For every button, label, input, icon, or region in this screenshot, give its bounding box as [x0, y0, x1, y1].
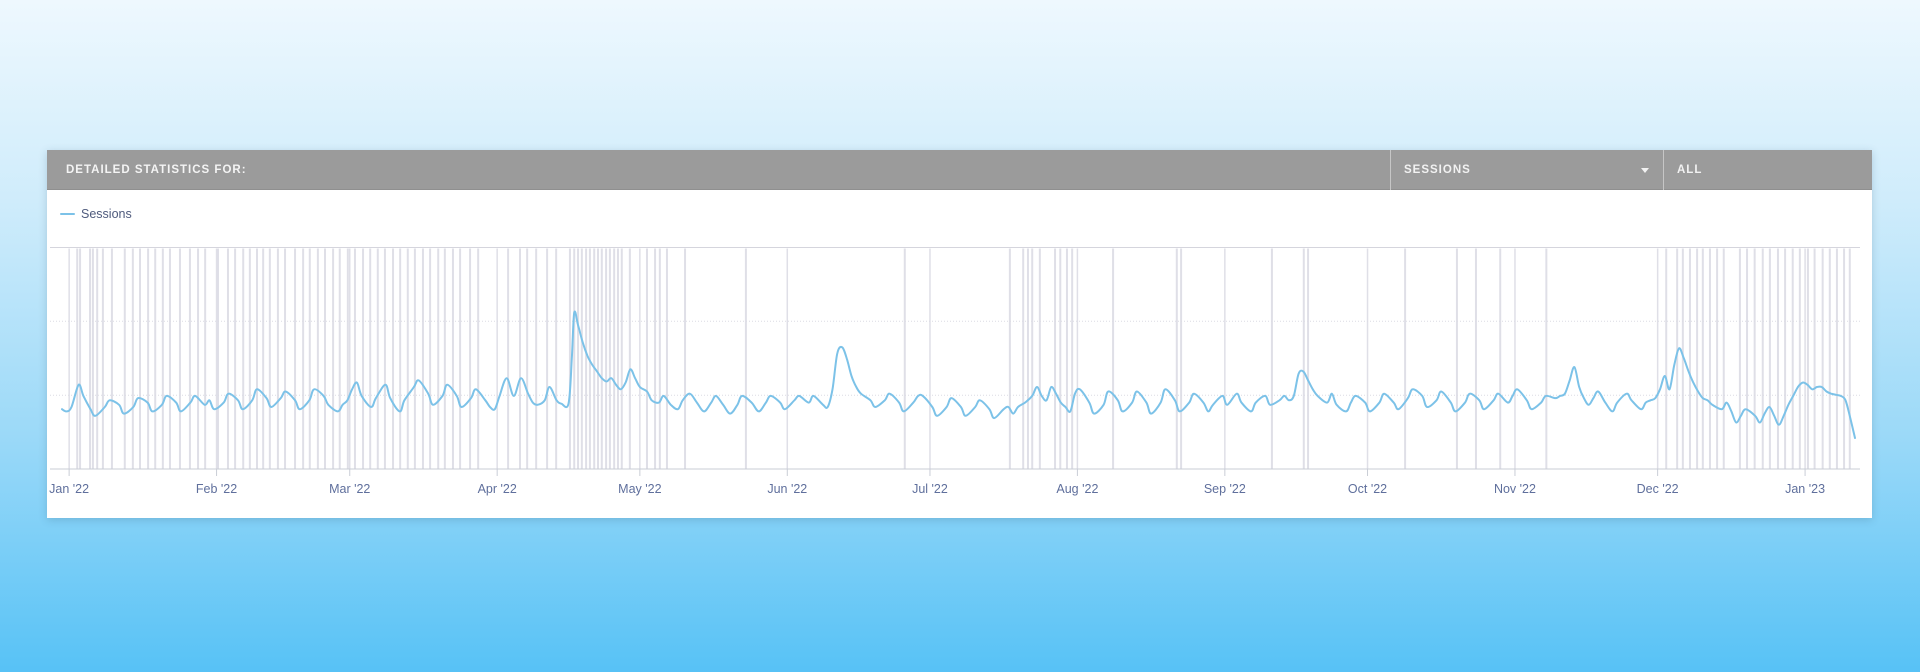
panel-title: DETAILED STATISTICS FOR: [66, 164, 247, 176]
chart-area: Jan '22 Feb '22 Mar '22 Apr '22 May '22 Jun '… [47, 247, 1872, 518]
range-dropdown-value: ALL [1677, 164, 1703, 176]
axis-label-month: Feb '22 [196, 482, 237, 496]
axis-label-month: May '22 [618, 482, 661, 496]
axis-label-month: Jun '22 [767, 482, 807, 496]
series-line-icon [60, 213, 75, 215]
detailed-statistics-panel: DETAILED STATISTICS FOR: SESSIONS ALL Se… [47, 150, 1872, 518]
axis-label-month: Jan '22 [49, 482, 89, 496]
legend-item-sessions[interactable]: Sessions [60, 207, 132, 221]
chevron-down-icon [1641, 168, 1649, 173]
panel-header: DETAILED STATISTICS FOR: SESSIONS ALL [47, 150, 1872, 190]
sessions-series-line [61, 310, 1856, 439]
axis-label-month: Jan '23 [1785, 482, 1825, 496]
axis-label-month: Jul '22 [912, 482, 948, 496]
chart-legend: Sessions [47, 190, 1872, 247]
axis-label-month: Aug '22 [1056, 482, 1098, 496]
axis-label-month: Oct '22 [1348, 482, 1387, 496]
axis-label-month: Apr '22 [478, 482, 517, 496]
metric-dropdown-value: SESSIONS [1404, 164, 1471, 176]
axis-label-month: Nov '22 [1494, 482, 1536, 496]
axis-label-month: Mar '22 [329, 482, 370, 496]
legend-label: Sessions [81, 207, 132, 221]
axis-label-month: Dec '22 [1637, 482, 1679, 496]
metric-dropdown[interactable]: SESSIONS [1390, 150, 1663, 190]
axis-label-month: Sep '22 [1204, 482, 1246, 496]
sessions-chart: Jan '22 Feb '22 Mar '22 Apr '22 May '22 Jun '… [49, 247, 1860, 496]
range-dropdown[interactable]: ALL [1663, 150, 1872, 190]
